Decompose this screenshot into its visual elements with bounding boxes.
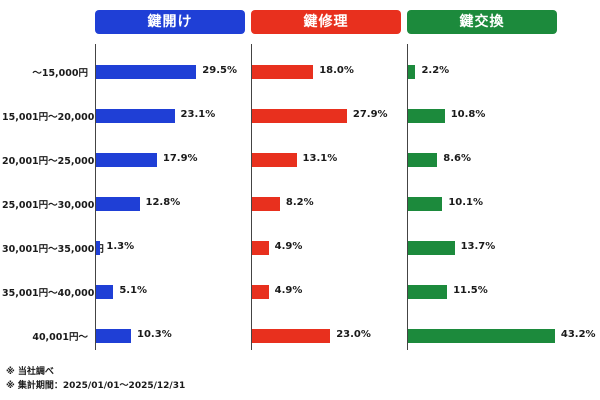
- bar: [252, 197, 280, 211]
- data-label: 4.9%: [274, 285, 303, 296]
- bar: [96, 65, 197, 79]
- data-label: 10.8%: [450, 109, 486, 120]
- data-label: 23.1%: [180, 109, 216, 120]
- panel-title: 鍵交換: [407, 10, 557, 34]
- data-label: 8.6%: [443, 153, 471, 164]
- bar: [252, 241, 269, 255]
- bar: [408, 153, 438, 167]
- data-label: 10.3%: [137, 329, 172, 340]
- bar: [96, 109, 175, 123]
- bar: [252, 285, 269, 299]
- axis-line: [251, 44, 252, 350]
- data-label: 18.0%: [319, 65, 354, 76]
- panel-title: 鍵開け: [95, 10, 245, 34]
- bar: [252, 153, 297, 167]
- bar: [96, 241, 101, 255]
- data-label: 13.7%: [460, 241, 496, 252]
- data-label: 5.1%: [119, 285, 148, 296]
- data-label: 12.8%: [145, 197, 181, 208]
- category-label: 40,001円〜: [32, 332, 88, 343]
- data-label: 2.2%: [421, 65, 450, 76]
- bar: [408, 285, 448, 299]
- axis-line: [407, 44, 408, 350]
- data-label: 23.0%: [336, 329, 371, 340]
- data-label: 10.1%: [448, 197, 484, 208]
- data-label: 4.9%: [274, 241, 303, 252]
- bar: [252, 109, 347, 123]
- axis-line: [95, 44, 96, 350]
- category-label: 25,001円〜30,000円: [2, 200, 104, 211]
- bar: [96, 197, 140, 211]
- bar: [252, 65, 314, 79]
- category-label: 20,001円〜25,000円: [2, 156, 104, 167]
- category-label: 〜15,000円: [32, 68, 88, 79]
- footnote-line: ※ 当社調べ: [6, 367, 54, 377]
- data-label: 43.2%: [560, 329, 596, 340]
- bar: [408, 329, 555, 343]
- data-label: 13.1%: [302, 153, 338, 164]
- data-label: 11.5%: [453, 285, 488, 296]
- data-label: 29.5%: [202, 65, 237, 76]
- data-label: 8.2%: [285, 197, 314, 208]
- category-label: 15,001円〜20,000円: [2, 112, 104, 123]
- data-label: 1.3%: [106, 241, 135, 252]
- bar: [408, 241, 455, 255]
- data-label: 27.9%: [352, 109, 388, 120]
- bar: [408, 65, 416, 79]
- panel-title: 鍵修理: [251, 10, 401, 34]
- bar: [252, 329, 331, 343]
- footnote-line: ※ 集計期間：2025/01/01〜2025/12/31: [6, 381, 186, 391]
- data-label: 17.9%: [162, 153, 198, 164]
- bar: [96, 153, 157, 167]
- bar: [408, 197, 443, 211]
- bar: [96, 329, 132, 343]
- category-label: 30,001円〜35,000円: [2, 244, 104, 255]
- category-label: 35,001円〜40,000円: [2, 288, 104, 299]
- bar: [408, 109, 445, 123]
- bar: [96, 285, 114, 299]
